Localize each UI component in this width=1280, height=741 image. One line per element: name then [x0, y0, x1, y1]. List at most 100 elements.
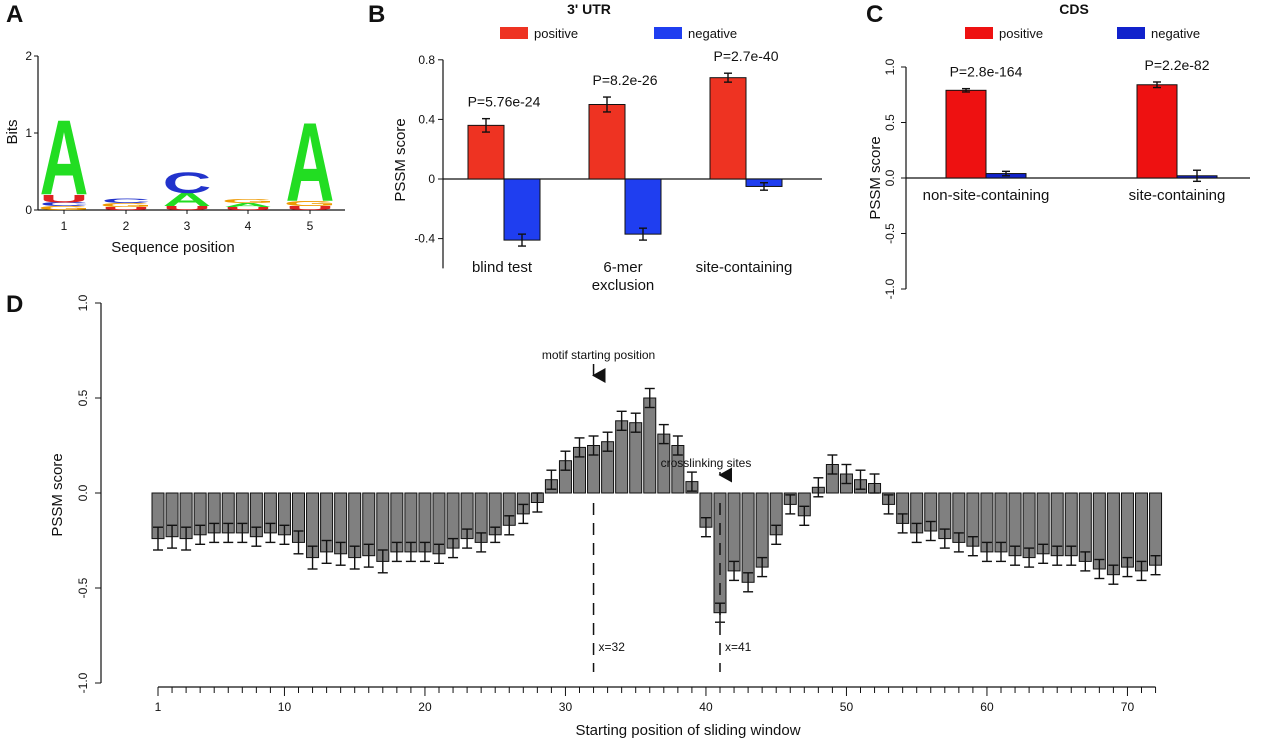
logo-letter-g: G: [284, 200, 337, 208]
window-error-bar: [518, 503, 529, 525]
panel-a-logo: Bits Sequence position 0121GCUA2UGC3UAC4…: [4, 49, 345, 256]
error-bar: [518, 233, 526, 247]
window-error-bar: [195, 524, 206, 545]
window-error-bar: [996, 541, 1006, 563]
window-error-bar: [686, 471, 697, 492]
legend-swatch-positive: [965, 27, 993, 39]
window-error-bar: [813, 477, 824, 498]
window-error-bar: [967, 536, 978, 557]
legend-swatch-negative: [654, 27, 682, 39]
window-bar: [1078, 492, 1092, 562]
window-error-bar: [237, 522, 248, 544]
legend-label-positive: positive: [534, 26, 578, 41]
logo-letter-u: U: [40, 193, 89, 205]
panelB-ytick-label: 0.8: [418, 53, 435, 67]
category-label: site-containing: [696, 259, 793, 276]
window-error-bar: [616, 410, 627, 431]
window-error-bar: [1038, 543, 1049, 564]
window-error-bar: [1024, 547, 1035, 568]
p-value-label: P=5.76e-24: [468, 94, 541, 110]
window-error-bar: [490, 526, 501, 544]
window-error-bar: [546, 469, 557, 490]
panel-a-xtick-label: 5: [307, 219, 314, 233]
window-error-bar: [841, 463, 852, 485]
error-bar: [639, 227, 647, 241]
bar-positive: [709, 77, 747, 180]
bar-positive: [945, 89, 987, 179]
window-bar: [741, 492, 755, 583]
window-bar: [1149, 492, 1163, 566]
legend-swatch-positive: [500, 27, 528, 39]
panel-label-b: B: [368, 1, 385, 28]
window-error-bar: [1066, 545, 1077, 566]
panel-d-xtick-label: 40: [699, 700, 713, 714]
window-error-bar: [883, 494, 894, 515]
category-label: site-containing: [1129, 187, 1226, 204]
window-error-bar: [504, 515, 515, 536]
window-error-bar: [1080, 551, 1091, 572]
window-error-bar: [321, 539, 332, 564]
window-error-bar: [743, 572, 754, 593]
dashed-line-label: x=32: [599, 640, 626, 654]
panelC-ytick-label: -1.0: [883, 278, 897, 299]
panel-a-xtick-label: 3: [184, 219, 191, 233]
window-error-bar: [1094, 558, 1105, 580]
error-bar: [482, 117, 490, 133]
window-bar: [727, 492, 741, 572]
window-error-bar: [405, 541, 416, 563]
window-error-bar: [265, 522, 276, 544]
panel-d-ytick-label: 0.5: [76, 389, 90, 406]
window-error-bar: [335, 541, 346, 566]
logo-letter-c: C: [102, 197, 151, 204]
p-value-label: P=2.2e-82: [1145, 57, 1210, 73]
window-bar: [1106, 492, 1120, 576]
bar-negative: [624, 178, 662, 235]
legend-swatch-negative: [1117, 27, 1145, 39]
panelB-ytick-label: 0: [428, 172, 435, 186]
window-error-bar: [869, 473, 880, 494]
window-error-bar: [897, 513, 908, 534]
panel-d-ytick-label: 1.0: [76, 294, 90, 311]
error-bar: [1002, 170, 1010, 177]
category-label: non-site-containing: [923, 187, 1050, 204]
panel-d-xtick-label: 50: [840, 700, 854, 714]
window-error-bar: [391, 541, 402, 563]
panel-label-a: A: [6, 1, 23, 28]
logo-letter-g: G: [222, 198, 274, 204]
window-bar: [629, 422, 643, 494]
window-error-bar: [307, 545, 318, 570]
window-error-bar: [293, 530, 304, 555]
window-error-bar: [925, 520, 936, 542]
logo-letter-a: A: [163, 190, 212, 210]
window-error-bar: [1010, 545, 1021, 566]
panel-d-ylabel: PSSM score: [49, 453, 66, 536]
category-label: blind test: [472, 259, 533, 276]
panel-a-xtick-label: 4: [245, 219, 252, 233]
error-bar: [760, 182, 768, 191]
panel-label-d: D: [6, 291, 23, 318]
window-error-bar: [363, 543, 374, 568]
panel-c-ylabel: PSSM score: [867, 136, 884, 219]
panel-d-ytick-label: -1.0: [76, 672, 90, 693]
panel-d-xtick-label: 60: [980, 700, 994, 714]
error-bar: [603, 96, 611, 113]
logo-letter-g: G: [38, 205, 90, 211]
logo-letter-u: U: [286, 205, 335, 211]
panel-d-xtick-label: 30: [559, 700, 573, 714]
panelC-ytick-label: -0.5: [883, 223, 897, 244]
panel-a-xtick-label: 2: [123, 219, 130, 233]
logo-letter-u: U: [102, 206, 151, 211]
logo-letter-c: C: [163, 167, 212, 200]
window-error-bar: [419, 541, 430, 563]
error-bar: [1153, 81, 1161, 89]
error-bar: [1193, 169, 1201, 183]
category-label: 6-mer: [603, 259, 642, 276]
panelC-ytick-label: 1.0: [883, 58, 897, 75]
window-error-bar: [209, 522, 220, 544]
panel-label-c: C: [866, 1, 883, 28]
window-error-bar: [672, 435, 683, 456]
window-error-bar: [223, 522, 234, 544]
logo-letter-g: G: [100, 202, 152, 208]
window-error-bar: [532, 492, 543, 513]
